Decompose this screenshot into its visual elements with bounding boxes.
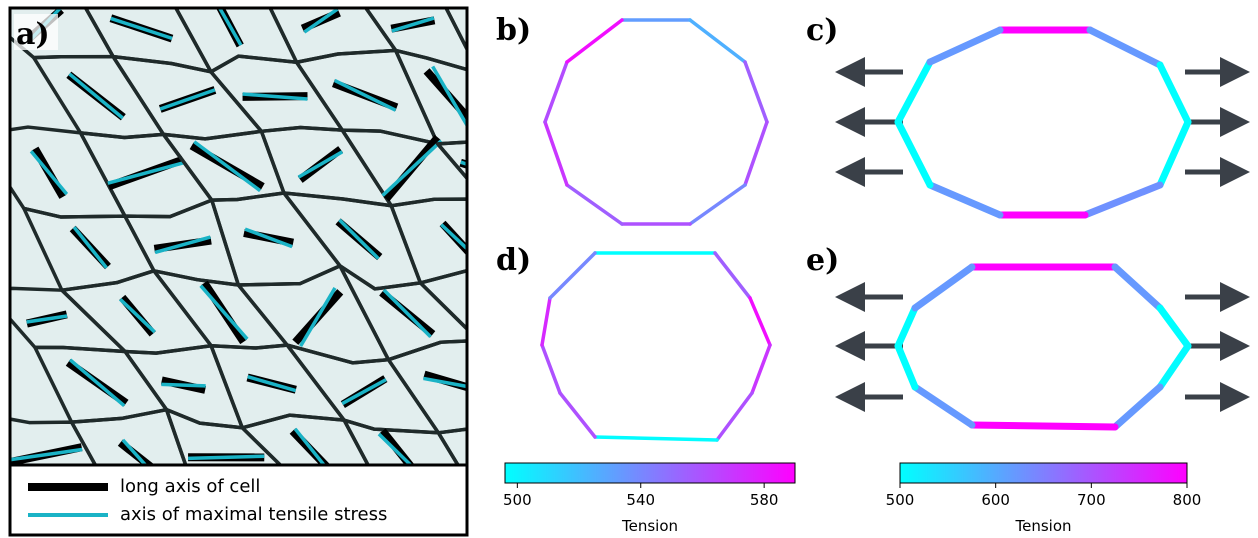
cell: [509, 123, 623, 217]
stress-axis: [161, 384, 205, 385]
stress-axis: [511, 93, 572, 96]
edge: [1085, 185, 1160, 215]
edge: [930, 30, 1000, 62]
edge: [1160, 346, 1188, 387]
edge: [1160, 308, 1188, 346]
edge: [745, 62, 767, 122]
long-axis: [511, 90, 572, 98]
long-axis: [535, 230, 559, 262]
tick-label: 500: [886, 491, 915, 509]
arrows: [850, 72, 1235, 397]
long-axis: [461, 163, 529, 184]
edge: [690, 185, 745, 224]
edge: [972, 425, 1115, 427]
page: long axis of cell axis of maximal tensil…: [0, 0, 1258, 538]
edge: [898, 308, 915, 346]
tick-label: 580: [750, 491, 779, 509]
legend-text: long axis of cell: [120, 476, 260, 497]
long-axis: [534, 165, 612, 175]
edge: [567, 20, 622, 62]
colorbar: [900, 463, 1187, 483]
edge: [560, 393, 595, 437]
edge: [715, 253, 750, 298]
tick-label: 540: [626, 491, 655, 509]
colorbar-label: Tension: [1014, 517, 1071, 535]
edge: [1090, 30, 1160, 65]
cell: [532, 410, 616, 497]
edge: [717, 393, 752, 440]
cell: [479, 53, 623, 131]
long-axis: [482, 295, 519, 335]
edge: [542, 298, 550, 345]
panel-label: e): [806, 243, 839, 278]
stress-axis: [481, 297, 522, 333]
edge: [930, 185, 1000, 215]
stress-axis: [461, 162, 529, 184]
edge: [542, 345, 560, 393]
stress-axis: [570, 289, 603, 344]
panel-label: d): [496, 243, 531, 278]
edge: [745, 122, 767, 185]
figure: long axis of cell axis of maximal tensil…: [0, 0, 1258, 538]
edge: [690, 20, 745, 62]
edge: [898, 346, 915, 387]
colorbar-label: Tension: [621, 517, 678, 535]
edge: [915, 387, 972, 425]
edge: [1160, 65, 1188, 122]
edge: [915, 267, 972, 308]
edge: [898, 122, 930, 185]
edge: [550, 253, 595, 298]
panel-label: c): [806, 13, 838, 48]
edge: [752, 345, 770, 393]
tick-label: 500: [503, 491, 532, 509]
colorbar: [505, 463, 795, 483]
panel-label: a): [16, 17, 50, 52]
stress-axis: [188, 456, 264, 458]
edge: [1160, 122, 1188, 185]
edge: [545, 62, 567, 122]
long-axis: [569, 289, 604, 343]
edge: [595, 437, 717, 440]
edge: [1115, 267, 1160, 308]
panel-label: b): [496, 13, 531, 48]
tick-label: 600: [981, 491, 1010, 509]
tick-label: 700: [1077, 491, 1106, 509]
edge: [1115, 387, 1160, 427]
edge: [750, 298, 770, 345]
edge: [567, 185, 622, 224]
stress-axis: [533, 232, 562, 260]
stress-axis: [534, 166, 612, 174]
legend-text: axis of maximal tensile stress: [120, 504, 387, 525]
tick-label: 800: [1173, 491, 1202, 509]
edge: [545, 122, 567, 185]
